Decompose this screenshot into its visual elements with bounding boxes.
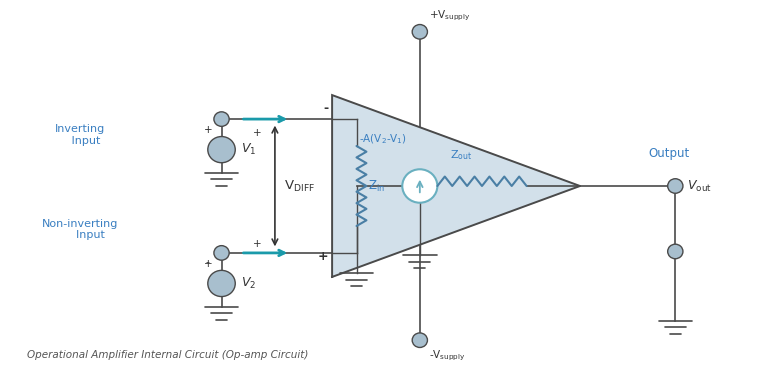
Text: -A(V$_2$-V$_1$): -A(V$_2$-V$_1$)	[359, 132, 407, 145]
Text: +: +	[204, 259, 212, 269]
Text: V$_2$: V$_2$	[241, 276, 256, 291]
Text: +: +	[204, 125, 212, 135]
Text: Output: Output	[648, 147, 690, 160]
Circle shape	[208, 270, 235, 296]
Circle shape	[412, 25, 427, 39]
Text: +: +	[254, 128, 262, 138]
Text: +: +	[254, 239, 262, 249]
Circle shape	[208, 137, 235, 163]
Circle shape	[668, 179, 683, 193]
Circle shape	[668, 244, 683, 259]
Text: +V$_{\mathsf{supply}}$: +V$_{\mathsf{supply}}$	[429, 9, 470, 23]
Text: -V$_{\mathsf{supply}}$: -V$_{\mathsf{supply}}$	[429, 349, 466, 363]
Circle shape	[412, 333, 427, 347]
Circle shape	[214, 112, 229, 126]
Text: V$_1$: V$_1$	[241, 142, 256, 157]
Text: Non-inverting
      Input: Non-inverting Input	[42, 219, 119, 240]
Text: V$_{\mathsf{out}}$: V$_{\mathsf{out}}$	[687, 179, 712, 193]
Polygon shape	[332, 95, 580, 277]
Text: -: -	[206, 124, 210, 134]
Text: Inverting
   Input: Inverting Input	[56, 124, 106, 146]
Circle shape	[402, 169, 437, 203]
Text: Z$_{\mathsf{out}}$: Z$_{\mathsf{out}}$	[450, 148, 473, 161]
Circle shape	[214, 246, 229, 260]
Text: Z$_{\mathsf{in}}$: Z$_{\mathsf{in}}$	[368, 179, 385, 193]
Text: -: -	[323, 102, 328, 115]
Text: -: -	[206, 257, 210, 267]
Text: Operational Amplifier Internal Circuit (Op-amp Circuit): Operational Amplifier Internal Circuit (…	[27, 350, 308, 360]
Text: V$_{\mathsf{DIFF}}$: V$_{\mathsf{DIFF}}$	[284, 179, 315, 193]
Text: +: +	[318, 250, 328, 263]
